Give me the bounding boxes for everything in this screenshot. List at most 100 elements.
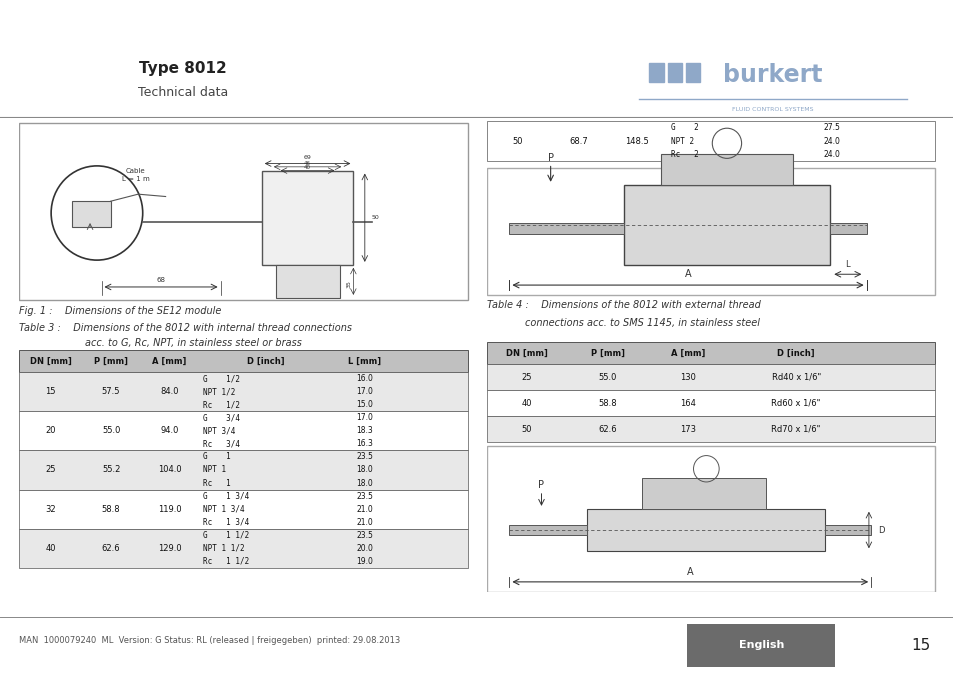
Text: 24.0: 24.0	[822, 137, 840, 145]
Text: Fig. 1 :    Dimensions of the SE12 module: Fig. 1 : Dimensions of the SE12 module	[19, 306, 221, 316]
Bar	[824, 525, 870, 535]
Text: 18.0: 18.0	[355, 479, 373, 487]
Text: Technical data: Technical data	[138, 86, 228, 99]
Text: 104.0: 104.0	[157, 466, 181, 474]
Bar	[275, 264, 339, 297]
Text: 58.8: 58.8	[102, 505, 120, 513]
Text: 32: 32	[45, 505, 55, 513]
Text: 119.0: 119.0	[157, 505, 181, 513]
Text: Rd70 x 1/6": Rd70 x 1/6"	[771, 425, 820, 433]
Bar	[686, 625, 834, 667]
Bar	[486, 416, 934, 442]
Text: Rc   1: Rc 1	[203, 479, 231, 487]
Text: P: P	[547, 153, 553, 163]
Text: 55.2: 55.2	[102, 466, 120, 474]
Text: 55.0: 55.0	[598, 373, 617, 382]
Text: connections acc. to SMS 1145, in stainless steel: connections acc. to SMS 1145, in stainle…	[525, 318, 760, 328]
Text: 69: 69	[303, 155, 312, 160]
Bar	[486, 121, 934, 162]
Text: 20.0: 20.0	[355, 544, 373, 553]
Bar	[659, 154, 793, 184]
Text: 15: 15	[45, 387, 55, 396]
FancyBboxPatch shape	[486, 168, 934, 295]
Text: 129.0: 129.0	[157, 544, 181, 553]
Text: 15: 15	[910, 637, 929, 653]
Text: 50: 50	[512, 137, 522, 145]
Text: Rc   1 1/2: Rc 1 1/2	[203, 557, 249, 566]
Text: 18.3: 18.3	[355, 427, 373, 435]
Text: Rc   1/2: Rc 1/2	[203, 400, 240, 409]
Text: 25: 25	[521, 373, 532, 382]
Text: English: English	[738, 640, 783, 650]
Text: 21.0: 21.0	[355, 518, 373, 527]
Bar	[19, 411, 467, 450]
Text: D [inch]: D [inch]	[777, 349, 814, 357]
Text: 16.3: 16.3	[355, 439, 373, 448]
Text: 57.5: 57.5	[102, 387, 120, 396]
Text: 40: 40	[304, 165, 311, 170]
Text: MAN  1000079240  ML  Version: G Status: RL (released | freigegeben)  printed: 29: MAN 1000079240 ML Version: G Status: RL …	[19, 636, 400, 645]
Bar	[71, 201, 111, 227]
Bar	[19, 489, 467, 529]
Text: Table 4 :    Dimensions of the 8012 with external thread: Table 4 : Dimensions of the 8012 with ex…	[486, 300, 760, 310]
Bar	[19, 529, 467, 568]
Text: 55.0: 55.0	[102, 427, 120, 435]
Text: A: A	[686, 567, 693, 577]
Text: 58.8: 58.8	[598, 398, 617, 408]
Text: NPT 2: NPT 2	[670, 137, 693, 145]
Text: 18.0: 18.0	[355, 466, 373, 474]
Text: D [inch]: D [inch]	[247, 357, 284, 365]
Text: Cable
L = 1 m: Cable L = 1 m	[122, 168, 150, 182]
Text: 27.5: 27.5	[822, 123, 840, 133]
Text: 50: 50	[521, 425, 532, 433]
Text: NPT 1 3/4: NPT 1 3/4	[203, 505, 245, 513]
Text: G    2: G 2	[670, 123, 698, 133]
Text: 173: 173	[679, 425, 696, 433]
Text: 24.0: 24.0	[822, 150, 840, 159]
Text: NPT 1 1/2: NPT 1 1/2	[203, 544, 245, 553]
Bar	[685, 63, 700, 82]
Text: 40: 40	[521, 398, 532, 408]
Bar	[19, 350, 467, 372]
Text: Rc   3/4: Rc 3/4	[203, 439, 240, 448]
Text: Rd60 x 1/6": Rd60 x 1/6"	[771, 398, 820, 408]
Text: 148.5: 148.5	[624, 137, 648, 145]
Text: 62.6: 62.6	[598, 425, 617, 433]
Text: L: L	[844, 260, 849, 269]
Text: L [mm]: L [mm]	[348, 357, 381, 365]
Text: 35: 35	[346, 280, 351, 287]
Text: 50: 50	[372, 215, 379, 220]
Bar	[486, 390, 934, 416]
Bar	[509, 525, 587, 535]
Text: 23.5: 23.5	[355, 452, 373, 462]
Bar	[19, 372, 467, 411]
FancyBboxPatch shape	[486, 446, 934, 592]
Bar	[587, 509, 824, 551]
Text: Rd40 x 1/6": Rd40 x 1/6"	[771, 373, 820, 382]
Text: NPT 1/2: NPT 1/2	[203, 387, 235, 396]
Text: A: A	[684, 269, 691, 279]
Text: 16.0: 16.0	[355, 374, 373, 383]
Text: 23.5: 23.5	[355, 530, 373, 540]
Bar	[486, 342, 934, 364]
Text: NPT 1: NPT 1	[203, 466, 226, 474]
Bar	[509, 223, 623, 234]
Text: 23.5: 23.5	[355, 491, 373, 501]
Text: Rc   2: Rc 2	[670, 150, 698, 159]
Text: 15.0: 15.0	[355, 400, 373, 409]
Bar	[261, 171, 353, 265]
Text: 62.6: 62.6	[102, 544, 120, 553]
Text: G    3/4: G 3/4	[203, 413, 240, 423]
Text: 164: 164	[679, 398, 696, 408]
Text: 68: 68	[156, 277, 166, 283]
Text: G    1 3/4: G 1 3/4	[203, 491, 249, 501]
FancyBboxPatch shape	[19, 124, 467, 300]
Text: 21.0: 21.0	[355, 505, 373, 513]
Text: 40: 40	[45, 544, 55, 553]
Text: A [mm]: A [mm]	[152, 357, 187, 365]
Text: Type 8012: Type 8012	[139, 61, 227, 77]
Text: P: P	[537, 480, 544, 490]
Text: FLUID CONTROL SYSTEMS: FLUID CONTROL SYSTEMS	[731, 106, 813, 112]
Bar	[19, 450, 467, 489]
Text: G    1/2: G 1/2	[203, 374, 240, 383]
